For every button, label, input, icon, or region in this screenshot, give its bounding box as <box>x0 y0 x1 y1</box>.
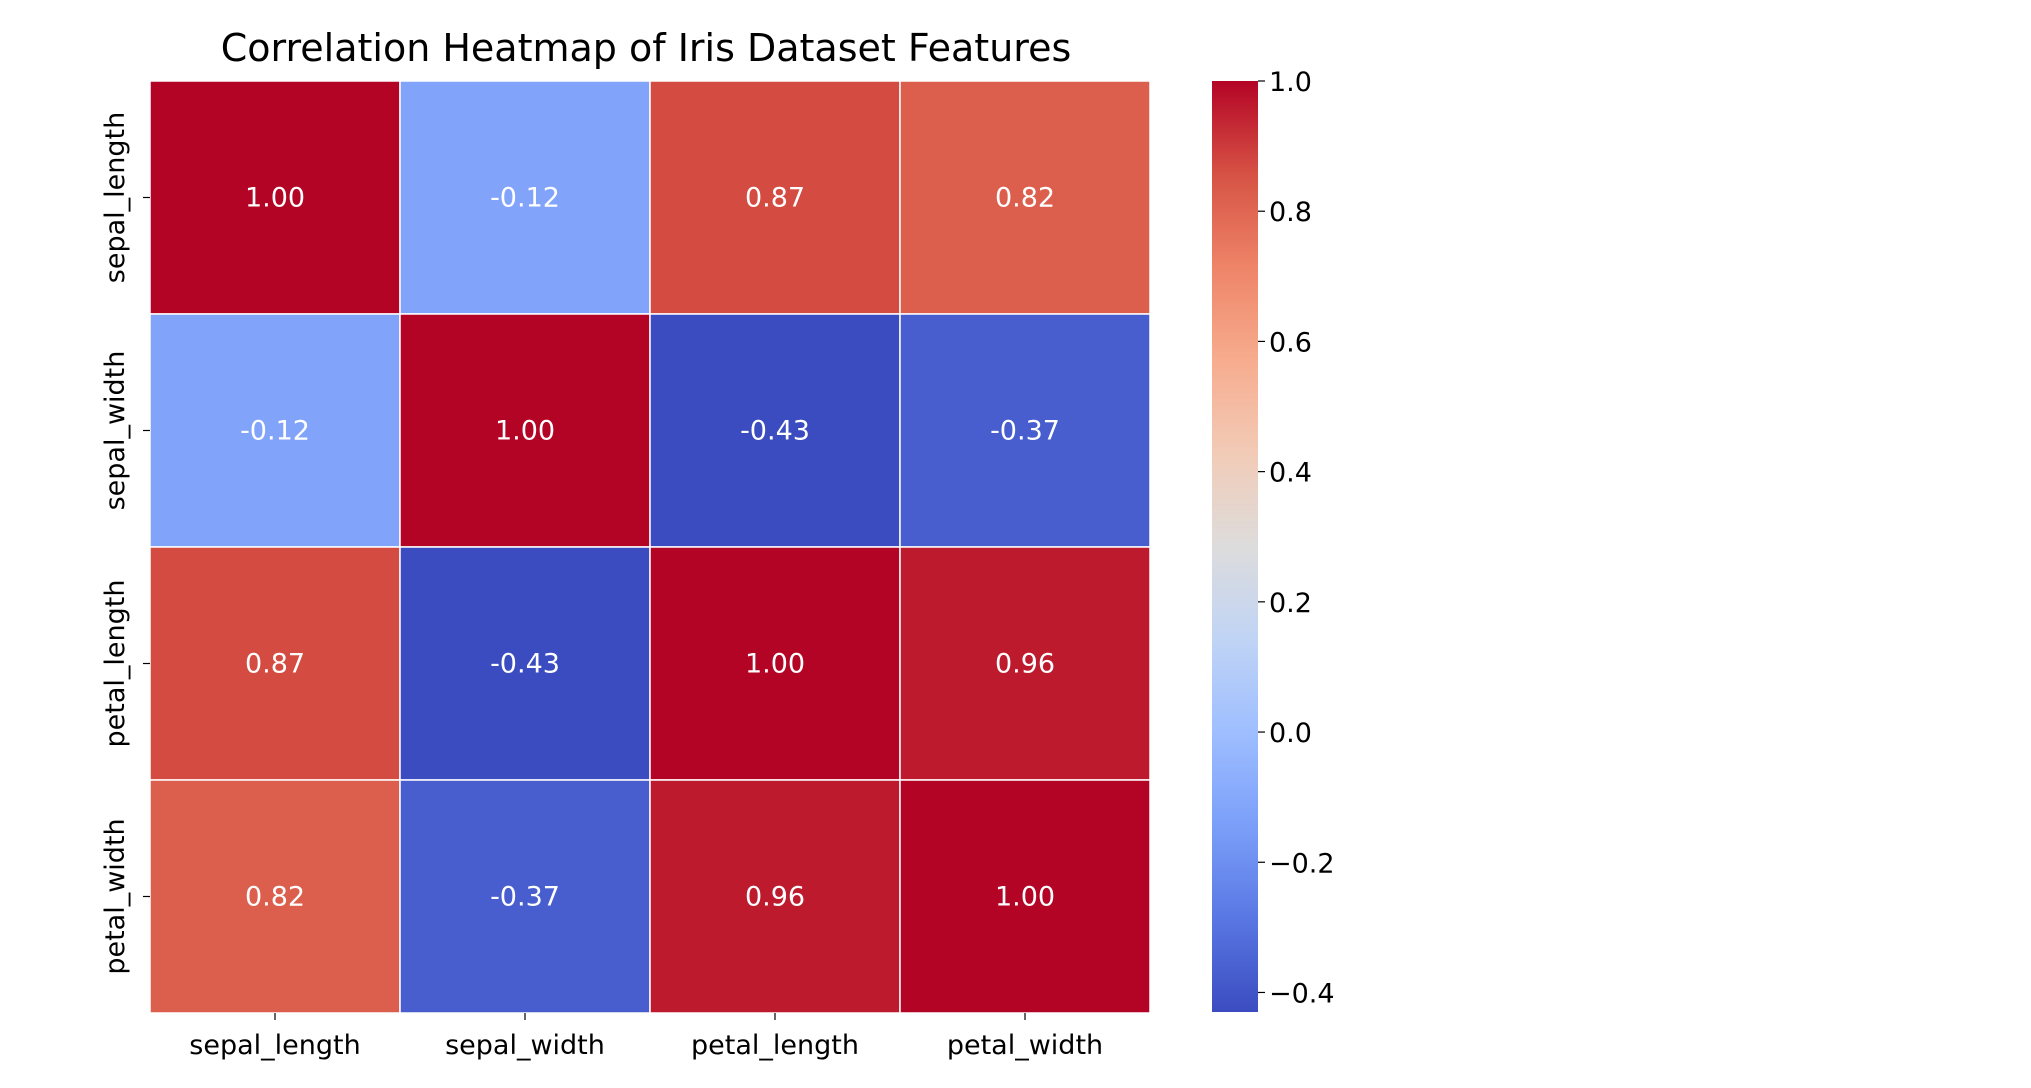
cell-value-label: 0.96 <box>995 649 1055 680</box>
heatmap-cell <box>649 80 901 315</box>
cell-value-label: 0.82 <box>245 882 305 913</box>
cell-value-label: 1.00 <box>495 416 555 447</box>
colorbar-tick-label: 0.4 <box>1269 458 1312 489</box>
heatmap-cell <box>899 80 1151 315</box>
heatmap-cell <box>649 313 901 548</box>
y-tick-label: petal_width <box>100 818 131 974</box>
x-tick-label: sepal_width <box>445 1030 605 1061</box>
y-axis: sepal_length sepal_width petal_lengthpetal… <box>100 112 150 975</box>
heatmap-cell <box>399 80 651 315</box>
cell-value-label: 1.00 <box>745 649 805 680</box>
heatmap-cell <box>899 313 1151 548</box>
x-axis: sepal_length sepal_width petal_length petal… <box>189 1013 1103 1061</box>
heatmap-cell <box>149 779 401 1014</box>
heatmap-cell <box>899 546 1151 781</box>
x-tick-label: petal_width <box>947 1030 1103 1061</box>
heatmap-cell <box>399 779 651 1014</box>
heatmap-cell <box>899 779 1151 1014</box>
x-tick-label: sepal_length <box>189 1030 360 1061</box>
colorbar-tick-label: 0.6 <box>1269 327 1312 358</box>
heatmap-cell <box>399 546 651 781</box>
cell-value-label: -0.37 <box>490 882 560 913</box>
heatmap-cell <box>149 313 401 548</box>
cell-value-label: 1.00 <box>995 882 1055 913</box>
cell-value-label: 1.00 <box>245 183 305 214</box>
colorbar-tick-label: 0.0 <box>1269 718 1312 749</box>
cell-value-label: -0.43 <box>490 649 560 680</box>
y-tick-label: petal_length <box>100 580 131 748</box>
heatmap-cell <box>649 779 901 1014</box>
cell-value-label: -0.12 <box>490 183 560 214</box>
colorbar-gradient <box>1212 81 1258 1012</box>
cell-value-label: 0.87 <box>745 183 805 214</box>
heatmap-cell <box>149 80 401 315</box>
colorbar-tick-label: 0.8 <box>1269 197 1312 228</box>
colorbar-tick-label: 1.0 <box>1269 67 1312 98</box>
colorbar-tick-label: −0.4 <box>1269 978 1335 1009</box>
cell-value-label: 0.82 <box>995 183 1055 214</box>
cell-value-label: -0.37 <box>990 416 1060 447</box>
heatmap-cell <box>399 313 651 548</box>
colorbar-tick-label: 0.2 <box>1269 588 1312 619</box>
cell-value-label: 0.87 <box>245 649 305 680</box>
cell-value-label: 0.96 <box>745 882 805 913</box>
chart-title: Correlation Heatmap of Iris Dataset Feat… <box>221 26 1072 70</box>
heatmap-grid: 1.00 -0.12 0.87 0.82 -0.12 1.00 -0.43 -0.37 0.87… <box>149 80 1151 1014</box>
x-tick-label: petal_length <box>691 1030 859 1061</box>
colorbar-tick-label: −0.2 <box>1269 848 1335 879</box>
cell-value-label: -0.43 <box>740 416 810 447</box>
y-tick-label: sepal_width <box>100 351 131 511</box>
y-tick-label: sepal_length <box>100 112 131 283</box>
cell-value-label: -0.12 <box>240 416 310 447</box>
colorbar: −0.4 −0.2 0.0 0.2 0.4 0.6 0.8 1.0 <box>1212 67 1335 1012</box>
